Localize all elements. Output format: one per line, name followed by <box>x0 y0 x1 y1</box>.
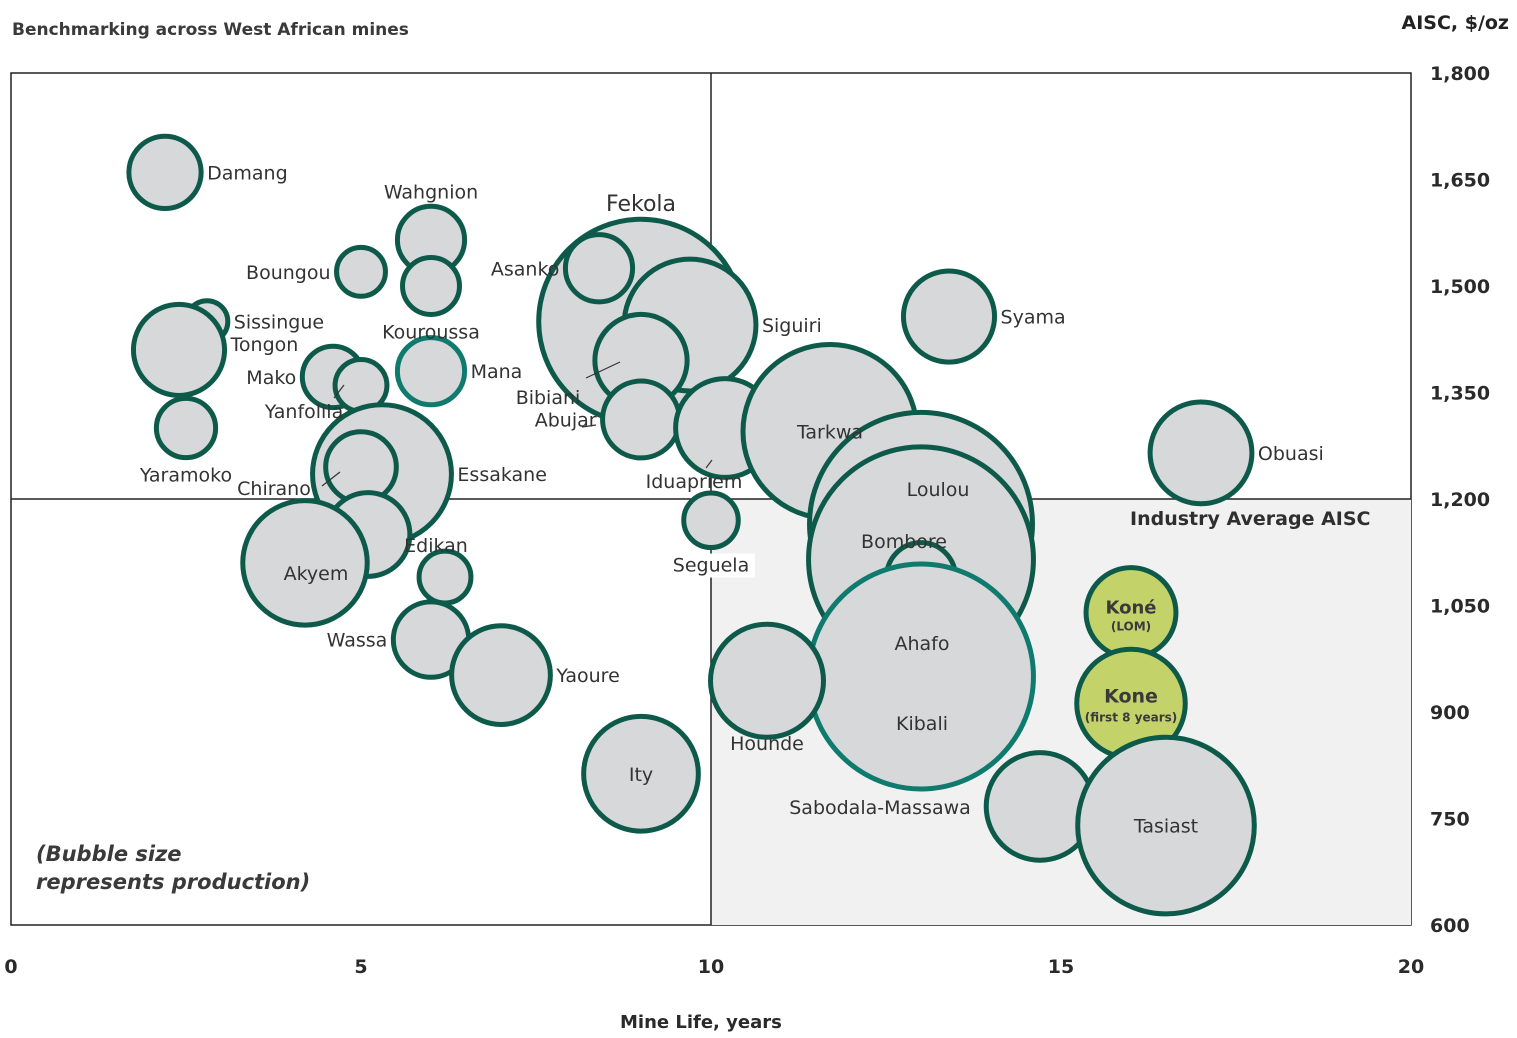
data-label: Siguiri <box>762 315 822 337</box>
x-tick-label: 20 <box>1398 956 1424 978</box>
bubble <box>394 335 468 408</box>
bubble-size-note: (Bubble size represents production) <box>36 840 310 896</box>
data-label: Yaoure <box>555 665 619 687</box>
data-label: Abujar <box>535 409 597 431</box>
data-label: Yaramoko <box>139 465 232 487</box>
x-tick-label: 15 <box>1048 956 1074 978</box>
data-label: Mako <box>246 367 296 389</box>
data-label: Essakane <box>457 464 547 486</box>
industry-average-label: Industry Average AISC <box>1130 508 1371 530</box>
bubble <box>900 268 998 365</box>
data-label: Sissingue <box>234 312 324 334</box>
data-label: Seguela <box>673 555 749 577</box>
label-backdrop <box>667 553 755 578</box>
x-tick-label: 0 <box>4 956 17 978</box>
data-label: Boungou <box>246 262 330 284</box>
data-label: Mana <box>471 361 523 383</box>
bubble <box>581 713 701 834</box>
leader-line <box>581 424 597 428</box>
y-tick-label: 1,200 <box>1430 489 1490 511</box>
leader-line <box>585 361 621 379</box>
bubble <box>240 498 370 628</box>
data-label: Chirano <box>237 478 311 500</box>
data-label: Edikan <box>404 535 468 557</box>
bubble <box>1147 399 1255 507</box>
bubble <box>562 232 636 305</box>
data-label: Bibiani <box>516 387 581 409</box>
note-line-2: represents production) <box>36 870 311 894</box>
data-label: Kone <box>1104 685 1158 707</box>
data-label: (first 8 years) <box>1085 710 1177 724</box>
data-label: Loulou <box>907 479 970 501</box>
leader-line <box>705 459 713 469</box>
x-axis-label: Mine Life, years <box>620 1012 782 1033</box>
data-label: Damang <box>207 162 288 184</box>
data-label: Ahafo <box>895 633 950 655</box>
data-label: Fekola <box>606 192 676 217</box>
x-tick-label: 10 <box>698 956 724 978</box>
bubble <box>681 490 741 551</box>
data-label: Wassa <box>327 630 388 652</box>
data-label: Sabodala-Massawa <box>789 797 971 819</box>
data-label: (LOM) <box>1111 620 1151 634</box>
bubble <box>1075 734 1257 917</box>
tick-layer: 0 5 10 15 20 600 750 900 1,050 1,200 1,350 1,500 1,6… <box>4 63 1490 978</box>
bubble <box>416 548 474 606</box>
data-label: Kouroussa <box>382 321 480 343</box>
data-label: Tasiast <box>1133 816 1198 838</box>
y-axis-unit-label: AISC, $/oz <box>1401 12 1509 34</box>
bubble <box>449 623 553 727</box>
data-label: Yanfolila <box>264 401 343 423</box>
data-label: Tarkwa <box>796 422 863 444</box>
data-label: Tongon <box>230 334 299 356</box>
bubble <box>806 561 1036 792</box>
y-tick-label: 600 <box>1430 915 1470 937</box>
y-tick-label: 1,800 <box>1430 63 1490 85</box>
y-tick-label: 750 <box>1430 809 1470 831</box>
data-label: Ity <box>629 764 653 786</box>
bubble <box>153 395 219 461</box>
bubble <box>334 244 388 299</box>
chart-title: Benchmarking across West African mines <box>12 20 409 40</box>
data-label: Kibali <box>896 713 948 735</box>
bubble <box>708 621 826 740</box>
data-label: Iduapriem <box>646 471 743 493</box>
leader-line <box>321 471 341 487</box>
y-tick-label: 1,350 <box>1430 383 1490 405</box>
bubble-layer <box>126 133 1257 917</box>
data-label: Wahgnion <box>384 181 478 203</box>
leader-line <box>333 384 345 399</box>
bubble <box>130 301 228 398</box>
data-label: Asanko <box>491 258 560 280</box>
data-label: Syama <box>1001 307 1066 329</box>
data-label: Hounde <box>730 733 804 755</box>
bubble <box>400 255 462 317</box>
note-line-1: (Bubble size <box>36 842 182 866</box>
data-label: Bombore <box>861 531 947 553</box>
data-label: Obuasi <box>1258 443 1324 465</box>
y-tick-label: 1,050 <box>1430 596 1490 618</box>
data-label: Akyem <box>284 563 349 585</box>
y-tick-label: 1,650 <box>1430 170 1490 192</box>
label-layer: Damang Wahgnion Boungou Kouroussa Asanko Feko… <box>139 162 1324 837</box>
y-tick-label: 1,500 <box>1430 276 1490 298</box>
data-label: Koné <box>1105 598 1156 619</box>
bubble <box>126 133 204 212</box>
bubble <box>600 378 682 461</box>
y-tick-label: 900 <box>1430 702 1470 724</box>
x-tick-label: 5 <box>354 956 367 978</box>
